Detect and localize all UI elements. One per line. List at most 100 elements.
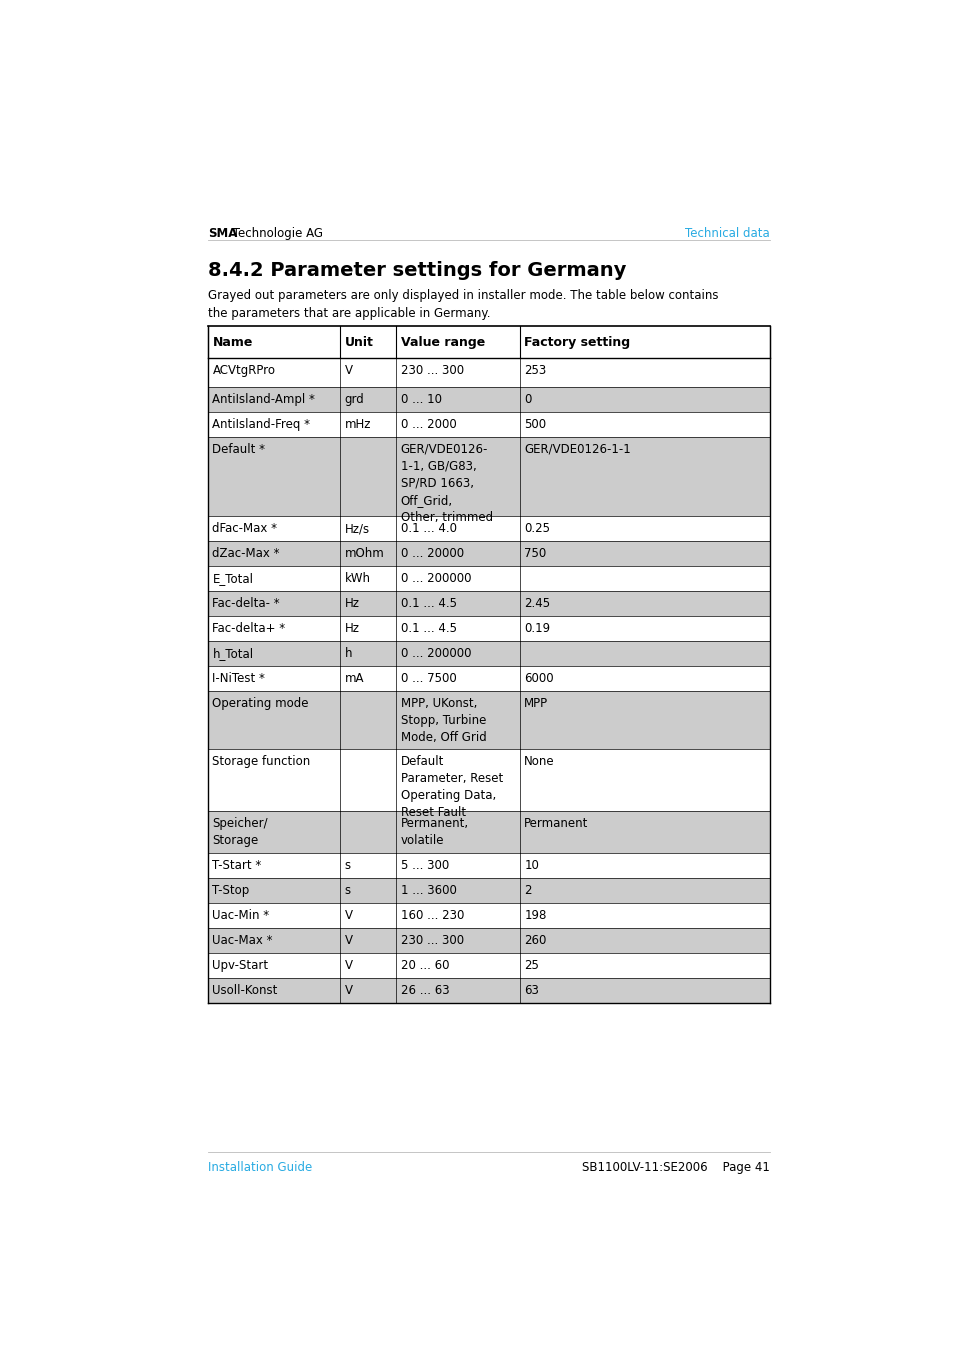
Text: 0 ... 200000: 0 ... 200000 <box>400 647 471 659</box>
Bar <box>208 952 769 978</box>
Text: Uac-Max *: Uac-Max * <box>213 934 273 947</box>
Text: MPP: MPP <box>524 697 548 709</box>
Bar <box>208 540 769 566</box>
Text: Factory setting: Factory setting <box>524 335 630 349</box>
Text: 260: 260 <box>524 934 546 947</box>
Bar <box>208 566 769 590</box>
Text: 160 ... 230: 160 ... 230 <box>400 909 463 921</box>
Text: Value range: Value range <box>400 335 484 349</box>
Text: Hz: Hz <box>344 621 359 635</box>
Bar <box>208 358 769 386</box>
Text: Default
Parameter, Reset
Operating Data,
Reset Fault: Default Parameter, Reset Operating Data,… <box>400 755 502 819</box>
Text: Operating mode: Operating mode <box>213 697 309 709</box>
Text: V: V <box>344 909 352 921</box>
Text: dFac-Max *: dFac-Max * <box>213 521 277 535</box>
Text: 0.19: 0.19 <box>524 621 550 635</box>
Text: MPP, UKonst,
Stopp, Turbine
Mode, Off Grid: MPP, UKonst, Stopp, Turbine Mode, Off Gr… <box>400 697 486 744</box>
Text: Permanent,
volatile: Permanent, volatile <box>400 817 468 847</box>
Bar <box>208 690 769 748</box>
Text: T-Stop: T-Stop <box>213 884 250 897</box>
Text: Name: Name <box>213 335 253 349</box>
Text: kWh: kWh <box>344 571 370 585</box>
Bar <box>208 616 769 640</box>
Text: h_Total: h_Total <box>213 647 253 659</box>
Text: 500: 500 <box>524 417 546 431</box>
Bar <box>208 852 769 878</box>
Text: 2.45: 2.45 <box>524 597 550 609</box>
Text: 5 ... 300: 5 ... 300 <box>400 859 449 873</box>
Text: Fac-delta+ *: Fac-delta+ * <box>213 621 285 635</box>
Text: Speicher/
Storage: Speicher/ Storage <box>213 817 268 847</box>
Text: E_Total: E_Total <box>213 571 253 585</box>
Bar <box>208 327 769 358</box>
Text: 0.1 ... 4.5: 0.1 ... 4.5 <box>400 597 456 609</box>
Text: 0.1 ... 4.0: 0.1 ... 4.0 <box>400 521 456 535</box>
Text: GER/VDE0126-
1-1, GB/G83,
SP/RD 1663,
Off_Grid,
Other, trimmed: GER/VDE0126- 1-1, GB/G83, SP/RD 1663, Of… <box>400 443 493 524</box>
Text: 26 ... 63: 26 ... 63 <box>400 984 449 997</box>
Text: Technologie AG: Technologie AG <box>229 227 323 239</box>
Text: 63: 63 <box>524 984 538 997</box>
Text: V: V <box>344 934 352 947</box>
Text: Default *: Default * <box>213 443 265 457</box>
Bar <box>208 928 769 952</box>
Text: 0 ... 2000: 0 ... 2000 <box>400 417 456 431</box>
Text: Usoll-Konst: Usoll-Konst <box>213 984 277 997</box>
Text: AntiIsland-Ampl *: AntiIsland-Ampl * <box>213 393 314 407</box>
Text: 1 ... 3600: 1 ... 3600 <box>400 884 456 897</box>
Text: 230 ... 300: 230 ... 300 <box>400 363 463 377</box>
Bar <box>208 811 769 852</box>
Text: 25: 25 <box>524 959 538 971</box>
Text: grd: grd <box>344 393 364 407</box>
Text: Uac-Min *: Uac-Min * <box>213 909 270 921</box>
Text: Hz: Hz <box>344 597 359 609</box>
Text: 198: 198 <box>524 909 546 921</box>
Text: AntiIsland-Freq *: AntiIsland-Freq * <box>213 417 310 431</box>
Text: 20 ... 60: 20 ... 60 <box>400 959 449 971</box>
Bar <box>208 666 769 690</box>
Text: SMA: SMA <box>208 227 237 239</box>
Text: None: None <box>524 755 555 769</box>
Text: 8.4.2 Parameter settings for Germany: 8.4.2 Parameter settings for Germany <box>208 261 626 280</box>
Text: 0.25: 0.25 <box>524 521 550 535</box>
Text: 6000: 6000 <box>524 671 554 685</box>
Text: 750: 750 <box>524 547 546 561</box>
Text: Permanent: Permanent <box>524 817 588 831</box>
Bar <box>208 412 769 436</box>
Bar <box>208 590 769 616</box>
Bar <box>208 978 769 1002</box>
Text: SB1100LV-11:SE2006    Page 41: SB1100LV-11:SE2006 Page 41 <box>581 1161 769 1174</box>
Bar <box>208 516 769 540</box>
Text: mOhm: mOhm <box>344 547 384 561</box>
Text: Grayed out parameters are only displayed in installer mode. The table below cont: Grayed out parameters are only displayed… <box>208 289 718 320</box>
Text: s: s <box>344 884 350 897</box>
Text: ACVtgRPro: ACVtgRPro <box>213 363 275 377</box>
Text: 0.1 ... 4.5: 0.1 ... 4.5 <box>400 621 456 635</box>
Bar <box>208 640 769 666</box>
Text: h: h <box>344 647 352 659</box>
Bar <box>208 748 769 811</box>
Text: V: V <box>344 959 352 971</box>
Text: 230 ... 300: 230 ... 300 <box>400 934 463 947</box>
Text: 2: 2 <box>524 884 531 897</box>
Text: GER/VDE0126-1-1: GER/VDE0126-1-1 <box>524 443 630 457</box>
Text: Storage function: Storage function <box>213 755 311 769</box>
Text: 10: 10 <box>524 859 538 873</box>
Text: mA: mA <box>344 671 364 685</box>
Text: Fac-delta- *: Fac-delta- * <box>213 597 280 609</box>
Text: Unit: Unit <box>344 335 373 349</box>
Text: V: V <box>344 363 352 377</box>
Text: s: s <box>344 859 350 873</box>
Text: 0: 0 <box>524 393 531 407</box>
Bar <box>208 902 769 928</box>
Text: I-NiTest *: I-NiTest * <box>213 671 265 685</box>
Text: 253: 253 <box>524 363 546 377</box>
Text: Technical data: Technical data <box>684 227 769 239</box>
Text: V: V <box>344 984 352 997</box>
Text: dZac-Max *: dZac-Max * <box>213 547 279 561</box>
Text: Hz/s: Hz/s <box>344 521 369 535</box>
Text: 0 ... 7500: 0 ... 7500 <box>400 671 456 685</box>
Text: 0 ... 200000: 0 ... 200000 <box>400 571 471 585</box>
Bar <box>208 436 769 516</box>
Bar <box>208 878 769 902</box>
Text: Installation Guide: Installation Guide <box>208 1161 312 1174</box>
